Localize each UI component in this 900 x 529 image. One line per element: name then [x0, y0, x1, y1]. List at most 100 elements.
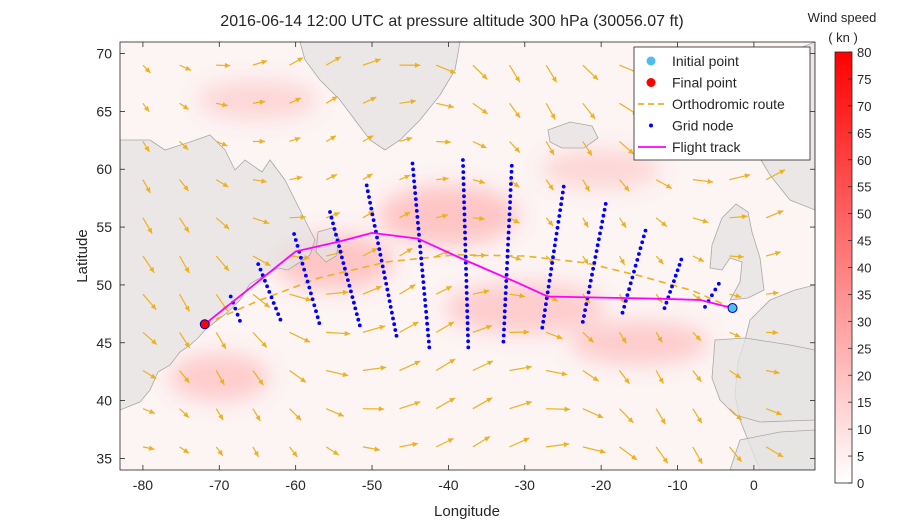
y-axis-label: Latitude — [74, 229, 91, 282]
wind-arrow — [252, 255, 271, 267]
wind-arrow — [289, 175, 303, 181]
wind-arrow — [325, 95, 338, 104]
wind-arrow — [509, 179, 520, 188]
grid-node — [558, 208, 563, 213]
grid-node — [378, 252, 383, 257]
grid-node — [501, 333, 506, 338]
grid-node — [269, 295, 274, 300]
iceland-land — [547, 121, 599, 149]
wind-arrow — [582, 64, 599, 81]
grid-node — [464, 266, 468, 271]
colorbar-tick-label: 55 — [857, 180, 871, 195]
grid-node — [466, 345, 471, 350]
wind-arrow — [142, 102, 150, 113]
grid-node — [416, 226, 421, 231]
grid-node — [504, 279, 509, 283]
wind-arrow — [289, 370, 307, 383]
wind-arrow — [325, 446, 340, 456]
grid-node — [353, 306, 358, 311]
grid-node — [414, 203, 419, 207]
grid-node — [426, 339, 431, 344]
grid-node — [461, 164, 465, 168]
wind-arrow — [179, 141, 189, 151]
legend-label: Grid node — [672, 118, 734, 134]
grid-node — [463, 242, 468, 247]
grid-node — [587, 284, 592, 289]
wind-arrow — [545, 179, 554, 191]
grid-node — [292, 232, 296, 236]
grid-node — [580, 320, 585, 324]
grid-node — [425, 327, 430, 332]
grid-node — [418, 250, 423, 255]
legend-label: Initial point — [672, 53, 739, 69]
wind-arrow — [142, 293, 157, 311]
wind-arrow — [436, 176, 449, 182]
grid-node — [555, 225, 560, 230]
grid-node — [410, 161, 415, 166]
wind-arrow — [179, 446, 190, 454]
grid-node — [263, 278, 267, 283]
grid-node — [502, 327, 506, 332]
grid-node — [463, 236, 468, 241]
wind-arrow — [142, 179, 151, 194]
wind-arrow — [692, 217, 709, 224]
grid-node — [387, 299, 392, 303]
grid-node — [423, 298, 427, 302]
grid-line — [410, 161, 432, 350]
grid-node — [560, 190, 565, 195]
grid-node — [267, 290, 272, 294]
grid-node — [506, 242, 510, 247]
y-tick-label: 65 — [96, 103, 112, 119]
colorbar-tick-label: 70 — [857, 99, 871, 114]
grid-node — [235, 312, 240, 317]
grid-node — [462, 212, 467, 217]
grid-node — [427, 345, 432, 350]
wind-arrow — [252, 446, 260, 458]
grid-node — [508, 188, 513, 192]
grid-node — [600, 219, 605, 224]
grid-node — [265, 284, 269, 289]
north-america-land — [120, 134, 316, 411]
wind-arrow — [252, 178, 267, 184]
x-tick-label: -50 — [362, 477, 382, 493]
grid-node — [556, 220, 561, 224]
grid-node — [295, 244, 300, 248]
grid-node — [632, 269, 636, 274]
grid-node — [343, 266, 347, 271]
grid-node — [349, 289, 353, 294]
grid-node — [300, 261, 305, 266]
wind-arrow — [655, 179, 673, 189]
wind-arrow — [215, 255, 230, 272]
grid-node — [461, 158, 465, 162]
grid-node — [509, 169, 514, 174]
grid-node — [382, 270, 386, 275]
wind-arrow — [252, 370, 264, 386]
grid-line — [580, 202, 608, 324]
grid-node — [338, 249, 343, 254]
grid-node — [593, 255, 598, 259]
grid-node — [664, 300, 669, 305]
grid-node — [552, 243, 557, 248]
grid-node — [464, 291, 469, 295]
wind-arrow — [399, 284, 416, 295]
grid-node — [376, 241, 380, 246]
grid-node — [662, 306, 667, 310]
wind-arrow — [289, 97, 302, 104]
grid-node — [640, 240, 645, 245]
grid-line — [328, 210, 362, 328]
grid-node — [461, 170, 466, 175]
wind-arrow — [472, 179, 486, 185]
wind-arrow — [619, 370, 630, 385]
wind-arrow — [765, 446, 784, 458]
grid-node — [271, 301, 276, 305]
grid-node — [588, 278, 593, 283]
x-tick-label: -60 — [286, 477, 306, 493]
wind-arrow — [729, 254, 744, 260]
wind-arrow — [326, 330, 351, 337]
wind-arrow — [179, 293, 190, 312]
grid-nodes — [228, 158, 721, 350]
wind-arrow — [436, 102, 455, 109]
grid-node — [386, 293, 391, 298]
grid-node — [424, 315, 429, 320]
wind-arrow — [179, 217, 190, 233]
